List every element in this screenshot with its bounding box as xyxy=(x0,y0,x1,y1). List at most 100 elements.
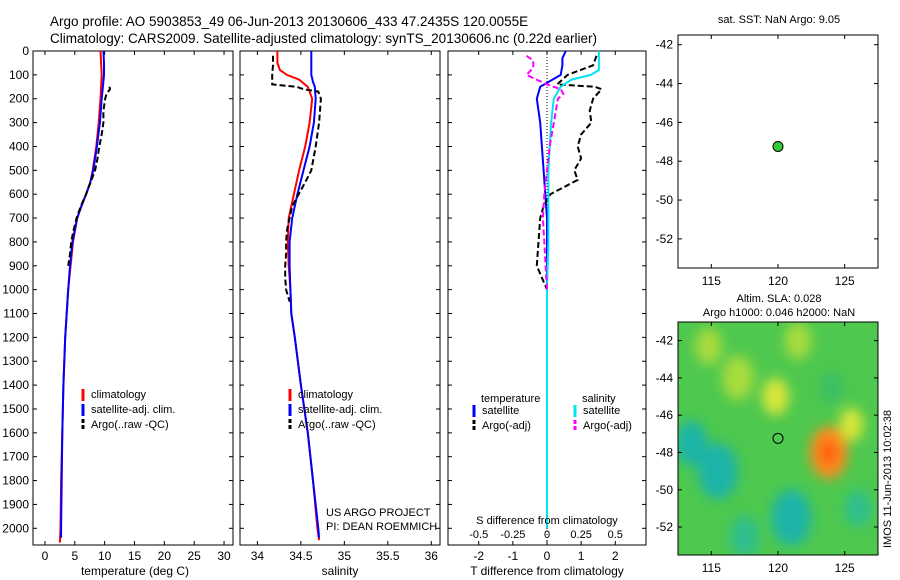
legend-title-temperature: temperature xyxy=(481,393,540,405)
x-tick-label: 20 xyxy=(158,549,172,563)
depth-tick-label: 1300 xyxy=(2,354,29,368)
legend-label: satellite xyxy=(583,405,620,417)
x-tick-label: 2 xyxy=(612,549,619,563)
legend-label: Argo(..raw -QC) xyxy=(91,419,169,431)
temperature-series-satellite-adj-clim- xyxy=(60,50,105,538)
heatmap-blob xyxy=(844,489,872,528)
temperature-xlabel: temperature (deg C) xyxy=(81,564,189,578)
heatmap-blob xyxy=(722,355,754,401)
depth-tick-label: 0 xyxy=(22,44,29,58)
depth-tick-label: 600 xyxy=(9,187,29,201)
legend-label: climatology xyxy=(298,389,354,401)
legend-label: Argo(..raw -QC) xyxy=(298,419,376,431)
x-tick-label: 34 xyxy=(251,549,265,563)
sla-side-label: IMOS 11-Jun-2013 10:02:38 xyxy=(882,410,894,548)
heatmap-blob xyxy=(678,420,708,466)
x-tick-label: 25 xyxy=(188,549,202,563)
salinity-panel: 34 34.5 35 35.5 36 climatology satellite-adj. … xyxy=(239,50,441,563)
heatmap-blob xyxy=(695,327,723,365)
x-tick-label: 36 xyxy=(425,549,439,563)
depth-tick-label: 1100 xyxy=(3,307,29,321)
x2-tick-label: -0.25 xyxy=(500,529,525,541)
x2-tick-label: 0.5 xyxy=(608,529,623,541)
differences-series-salinity-argo-adj- xyxy=(524,54,565,290)
x-tick-label: 35 xyxy=(338,549,352,563)
map-y-tick-label: -52 xyxy=(656,232,674,246)
x-tick-label: -1 xyxy=(508,549,519,563)
heatmap-blob xyxy=(771,489,812,546)
sla-map-title-1: Altim. SLA: 0.028 xyxy=(737,293,822,305)
legend-title-salinity: salinity xyxy=(582,393,616,405)
depth-tick-label: 1200 xyxy=(2,330,29,344)
depth-tick-label: 1000 xyxy=(2,283,29,297)
salinity-series-satellite-adj-clim- xyxy=(288,51,321,538)
map-x-tick-label: 115 xyxy=(702,274,721,288)
depth-tick-label: 800 xyxy=(9,235,29,249)
legend-label: climatology xyxy=(91,389,147,401)
x-tick-label: 34.5 xyxy=(289,549,313,563)
difference-x2label: S difference from climatology xyxy=(476,515,618,527)
heatmap-blobs xyxy=(678,322,872,555)
heatmap-field xyxy=(678,322,878,555)
depth-tick-label: 300 xyxy=(9,116,29,130)
depth-tick-label: 1900 xyxy=(2,497,29,511)
depth-tick-label: 700 xyxy=(9,211,29,225)
heatmap-blob xyxy=(784,322,812,360)
depth-tick-label: 2000 xyxy=(2,521,29,535)
depth-tick-label: 1800 xyxy=(2,474,29,488)
depth-tick-label: 900 xyxy=(9,259,29,273)
map-x-tick-label: 125 xyxy=(835,561,855,575)
heatmap-blob-core xyxy=(820,440,838,465)
depth-tick-label: 1500 xyxy=(2,402,29,416)
legend-label: satellite xyxy=(482,405,519,417)
map-x-tick-label: 120 xyxy=(768,561,788,575)
difference-panel: -2-1012-0.5-0.2500.250.5temperaturesalin… xyxy=(447,50,647,563)
header-line-2: Climatology: CARS2009. Satellite-adjuste… xyxy=(50,31,597,46)
map-y-tick-label: -48 xyxy=(656,445,674,459)
salinity-frame xyxy=(239,50,441,546)
temperature-series-argo-raw-qc- xyxy=(67,86,112,266)
sla-map-title-2: Argo h1000: 0.046 h2000: NaN xyxy=(703,307,855,319)
temperature-frame xyxy=(32,50,234,546)
map-y-tick-label: -46 xyxy=(656,408,674,422)
depth-tick-label: 400 xyxy=(9,139,29,153)
differences-series-salinity-satellite xyxy=(546,51,600,529)
x-tick-label: 5 xyxy=(71,549,78,563)
heatmap-blob xyxy=(698,443,738,500)
sst-map-title: sat. SST: NaN Argo: 9.05 xyxy=(718,14,840,26)
map-x-tick-label: 120 xyxy=(768,274,788,288)
heatmap-blob xyxy=(839,407,864,442)
sst-map-panel: 115 120 125 -42 -44 -46 -48 -50 -52 xyxy=(656,34,879,288)
temperature-panel: 0100200300400500600700800900100011001200… xyxy=(2,44,234,563)
x-tick-label: 0 xyxy=(544,549,551,563)
difference-xlabel: T difference from climatology xyxy=(470,564,624,578)
x2-tick-label: 0.25 xyxy=(570,529,591,541)
legend-label: Argo(-adj) xyxy=(482,420,531,432)
x-tick-label: 1 xyxy=(578,549,585,563)
salinity-series-argo-raw-qc- xyxy=(271,55,322,302)
x-tick-label: 15 xyxy=(128,549,142,563)
project-annotation: US ARGO PROJECT xyxy=(326,507,431,519)
x-tick-label: -2 xyxy=(473,549,484,563)
depth-tick-label: 1700 xyxy=(2,450,29,464)
map-y-tick-label: -46 xyxy=(656,115,674,129)
legend-label: satellite-adj. clim. xyxy=(298,404,382,416)
depth-tick-label: 500 xyxy=(9,163,29,177)
map-y-tick-label: -42 xyxy=(656,334,674,348)
float-position-marker xyxy=(772,432,784,444)
x2-tick-label: -0.5 xyxy=(469,529,488,541)
pi-annotation: PI: DEAN ROEMMICH xyxy=(326,521,437,533)
map-y-tick-label: -42 xyxy=(656,38,674,52)
depth-tick-label: 1400 xyxy=(2,378,29,392)
map-y-tick-label: -44 xyxy=(656,371,674,385)
legend-label: satellite-adj. clim. xyxy=(91,404,175,416)
map-x-tick-label: 115 xyxy=(702,561,721,575)
depth-tick-label: 100 xyxy=(9,68,29,82)
heatmap-blob xyxy=(762,377,789,416)
float-position-marker xyxy=(772,140,784,152)
x-tick-label: 35.5 xyxy=(376,549,400,563)
legend-label: Argo(-adj) xyxy=(583,420,632,432)
map-x-tick-label: 125 xyxy=(835,274,855,288)
depth-tick-label: 1600 xyxy=(2,426,29,440)
